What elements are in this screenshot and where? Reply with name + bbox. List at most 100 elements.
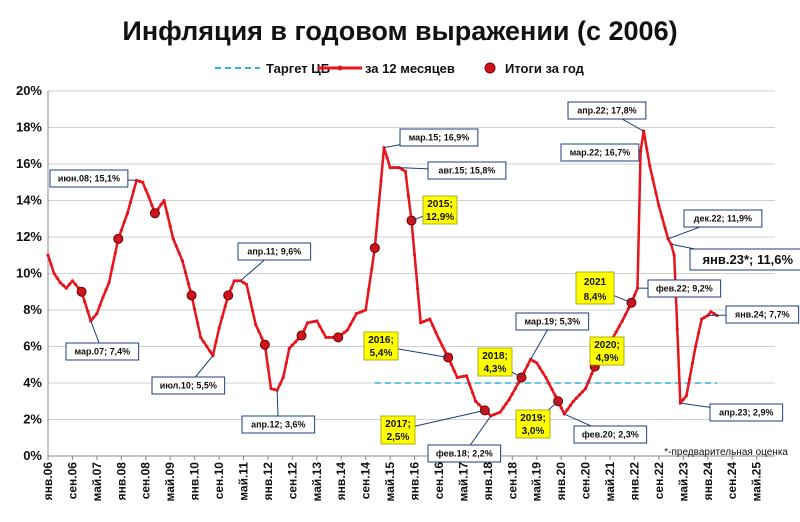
x-tick-label: янв.20 xyxy=(554,462,568,501)
yearly-point xyxy=(113,233,124,244)
series-point xyxy=(495,411,499,416)
callout-box xyxy=(151,376,226,395)
series-point xyxy=(406,194,411,198)
x-tick-label: сен.06 xyxy=(65,462,79,500)
series-point xyxy=(681,397,685,402)
series-point xyxy=(544,375,548,380)
series-point xyxy=(467,382,472,386)
footnote: *-предварительная оценка xyxy=(664,447,788,458)
series-point xyxy=(324,335,328,339)
callout-box xyxy=(65,342,140,361)
series-point xyxy=(364,308,368,312)
yearly-label-box xyxy=(380,415,416,445)
yearly-label-line2: 12,9% xyxy=(426,212,454,223)
series-point xyxy=(55,276,59,280)
series-point xyxy=(315,319,319,323)
callout-box xyxy=(567,101,647,120)
yearly-label-line1: 2020; xyxy=(594,340,620,351)
series-point xyxy=(361,309,365,313)
x-tick-label: май.15 xyxy=(383,462,397,502)
series-point xyxy=(504,402,508,406)
series-point xyxy=(58,281,62,285)
series-point xyxy=(507,397,511,402)
series-point xyxy=(159,203,163,207)
callout-text: мар.07; 7,4% xyxy=(75,347,131,357)
y-tick-label: 0% xyxy=(23,448,42,463)
series-point xyxy=(70,279,75,283)
callout-box xyxy=(49,169,129,188)
series-point xyxy=(422,319,426,324)
series-point xyxy=(654,190,658,195)
x-tick-label: май.23 xyxy=(676,462,690,502)
series-point xyxy=(49,262,53,266)
series-point xyxy=(235,279,239,283)
series-point xyxy=(122,220,126,224)
x-tick-label: сен.22 xyxy=(652,462,666,500)
series-point xyxy=(272,387,276,391)
series-point xyxy=(241,281,246,285)
series-point xyxy=(434,330,438,335)
series-point xyxy=(141,180,145,184)
y-tick-label: 10% xyxy=(16,266,42,281)
callout-box xyxy=(709,403,784,422)
x-tick-label: сен.08 xyxy=(139,462,153,500)
series-point xyxy=(345,328,349,332)
yearly-label-line2: 4,3% xyxy=(484,364,507,375)
series-point xyxy=(687,377,692,381)
series-point xyxy=(302,327,307,331)
series-point xyxy=(52,271,56,276)
callout-box xyxy=(647,279,722,298)
legend-yearly-marker xyxy=(484,62,496,74)
series-point xyxy=(165,211,169,215)
series-point xyxy=(645,146,649,151)
yearly-label-line2: 4,9% xyxy=(596,353,619,364)
series-point xyxy=(684,394,689,398)
series-point xyxy=(541,371,545,375)
series-point xyxy=(419,321,423,325)
series-point xyxy=(257,329,261,333)
series-point xyxy=(229,286,233,290)
x-tick-label: янв.10 xyxy=(188,462,202,501)
legend-yearly-label: Итоги за год xyxy=(505,61,585,76)
series-point xyxy=(251,309,255,313)
series-point xyxy=(712,312,716,316)
series-point xyxy=(327,335,331,339)
series-point xyxy=(657,204,661,208)
series-point xyxy=(177,251,181,256)
callout-text: апр.11; 9,6% xyxy=(247,247,301,257)
series-point xyxy=(440,343,444,347)
x-tick-label: янв.08 xyxy=(114,462,128,501)
series-point xyxy=(266,364,270,369)
y-axis: 0% 2% 4% 6% 8% 10% 12% 14% 16% 18% 20% xyxy=(16,83,775,463)
callout-main-box xyxy=(689,248,800,271)
series-point xyxy=(214,340,218,344)
series-point xyxy=(584,386,588,391)
series-point xyxy=(400,167,404,172)
series-point xyxy=(525,363,530,367)
series-point xyxy=(351,317,356,321)
callout-text: апр.12; 3,6% xyxy=(251,420,305,430)
callout-text: июл.10; 5,5% xyxy=(160,381,217,391)
series-point xyxy=(498,410,502,414)
series-point xyxy=(162,198,166,203)
legend: Таргет ЦБ за 12 месяцев Итоги за год xyxy=(215,61,585,76)
series-point xyxy=(690,361,695,365)
x-tick-label: янв.12 xyxy=(261,462,275,501)
series-point xyxy=(376,212,380,217)
series-point xyxy=(232,279,236,283)
series-point xyxy=(492,413,496,417)
x-tick-label: сен.24 xyxy=(725,462,739,500)
series-point xyxy=(254,323,258,327)
legend-target-label: Таргет ЦБ xyxy=(266,61,330,76)
series-point xyxy=(287,346,291,350)
series-point xyxy=(425,318,429,322)
series-point xyxy=(147,195,151,199)
series-point xyxy=(348,323,353,327)
series-point xyxy=(632,293,637,297)
series-point xyxy=(83,299,87,304)
series-point xyxy=(672,253,676,257)
yearly-label-line1: 2016; xyxy=(368,335,394,346)
yearly-label-line1: 2015; xyxy=(427,199,453,210)
series-point xyxy=(660,215,664,219)
series-point xyxy=(46,253,50,257)
